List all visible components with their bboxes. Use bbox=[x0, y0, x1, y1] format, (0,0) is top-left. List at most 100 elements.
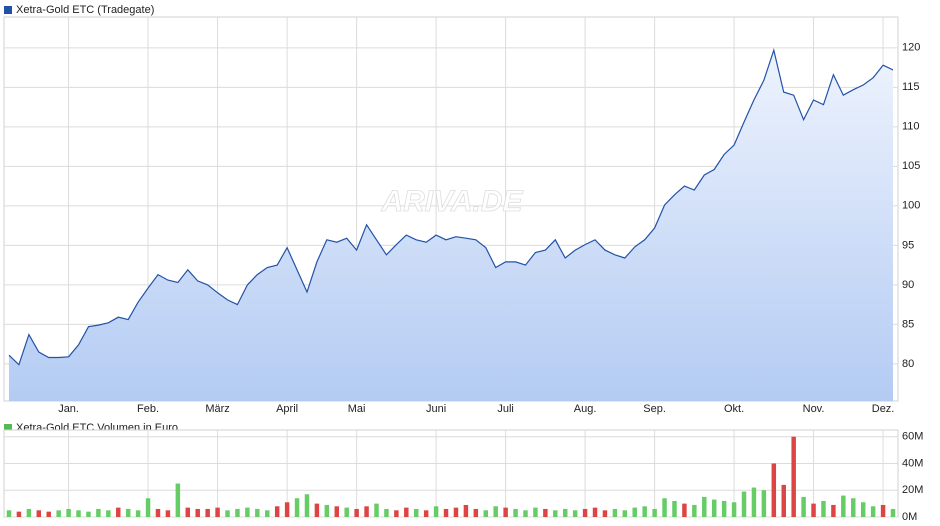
volume-bar bbox=[731, 502, 737, 517]
volume-bar bbox=[155, 508, 161, 517]
volume-bar bbox=[354, 508, 359, 517]
y-tick-label: 95 bbox=[902, 239, 914, 251]
volume-bar bbox=[215, 507, 220, 517]
plot-frame bbox=[3, 429, 899, 518]
x-tick-label: Dez. bbox=[872, 403, 895, 415]
volume-bar bbox=[890, 508, 896, 517]
x-tick-label: Juni bbox=[426, 403, 446, 415]
volume-bar bbox=[374, 503, 379, 517]
y-tick-label: 85 bbox=[902, 318, 914, 330]
volume-bar bbox=[294, 498, 300, 517]
volume-bar bbox=[453, 507, 459, 517]
x-tick-label: Jan. bbox=[58, 403, 79, 415]
volume-bar bbox=[682, 503, 687, 517]
y-tick-label: 80 bbox=[902, 358, 914, 370]
x-tick-label: Aug. bbox=[574, 403, 597, 415]
watermark: ARIVA.DE bbox=[380, 185, 523, 218]
volume-bar bbox=[841, 495, 846, 517]
volume-bar bbox=[851, 498, 856, 517]
legend-swatch bbox=[4, 424, 12, 432]
volume-bar bbox=[175, 483, 181, 517]
volume-bar bbox=[404, 507, 409, 517]
x-tick-label: Nov. bbox=[803, 403, 825, 415]
volume-bar bbox=[195, 508, 200, 517]
volume-bar bbox=[36, 510, 42, 517]
volume-bar bbox=[503, 507, 508, 517]
volume-bar bbox=[165, 510, 171, 517]
volume-bar bbox=[880, 504, 886, 517]
volume-bar bbox=[56, 510, 61, 517]
volume-bar bbox=[394, 510, 399, 517]
volume-bar bbox=[632, 507, 637, 517]
volume-bar bbox=[493, 506, 498, 517]
price-line bbox=[8, 47, 894, 366]
x-tick-label: Juli bbox=[497, 403, 514, 415]
x-tick-label: April bbox=[276, 403, 298, 415]
volume-bar bbox=[870, 506, 876, 517]
volume-bar bbox=[811, 503, 816, 517]
volume-bar bbox=[106, 510, 111, 517]
volume-bar bbox=[46, 511, 51, 517]
volume-bar bbox=[473, 508, 479, 517]
volume-bar bbox=[414, 508, 419, 517]
y-tick-label: 105 bbox=[902, 160, 920, 172]
volume-bar bbox=[483, 510, 488, 517]
volume-bar bbox=[791, 436, 796, 517]
volume-bar bbox=[135, 510, 141, 517]
volume-bar bbox=[304, 494, 310, 517]
y-tick-label: 60M bbox=[902, 431, 923, 443]
volume-bar bbox=[26, 508, 32, 517]
volume-bar bbox=[364, 506, 369, 517]
volume-bar bbox=[513, 508, 518, 517]
y-tick-label: 115 bbox=[902, 81, 920, 93]
volume-bar bbox=[652, 508, 657, 517]
volume-bar bbox=[543, 508, 548, 517]
volume-bar bbox=[255, 508, 260, 517]
volume-bar bbox=[116, 507, 121, 517]
volume-bar bbox=[334, 506, 340, 517]
volume-bar bbox=[751, 487, 757, 517]
volume-bar bbox=[125, 508, 131, 517]
volume-bar bbox=[284, 502, 290, 517]
volume-bar bbox=[831, 504, 836, 517]
x-tick-label: März bbox=[205, 403, 229, 415]
volume-bar bbox=[672, 500, 677, 517]
y-tick-label: 40M bbox=[902, 457, 923, 469]
volume-bar bbox=[344, 507, 349, 517]
volume-bar bbox=[721, 500, 727, 517]
volume-bar bbox=[553, 510, 558, 517]
volume-bar bbox=[781, 484, 786, 517]
volume-bar bbox=[265, 510, 270, 517]
y-tick-label: 20M bbox=[902, 484, 923, 496]
volume-bar bbox=[96, 508, 101, 517]
volume-bar bbox=[761, 490, 767, 517]
volume-bar bbox=[384, 508, 389, 517]
volume-bar bbox=[592, 507, 598, 517]
volume-bar bbox=[821, 500, 826, 517]
y-tick-label: 90 bbox=[902, 279, 914, 291]
volume-bar bbox=[314, 503, 320, 517]
volume-bar bbox=[622, 510, 628, 517]
area-fill bbox=[9, 50, 893, 401]
volume-bar bbox=[642, 506, 647, 517]
volume-bar bbox=[225, 510, 230, 517]
volume-bar bbox=[205, 508, 210, 517]
volume-bar bbox=[711, 499, 717, 517]
volume-bar bbox=[582, 508, 588, 517]
volume-bar bbox=[533, 507, 538, 517]
y-tick-label: 110 bbox=[902, 121, 920, 133]
volume-bar bbox=[185, 507, 191, 517]
volume-bar bbox=[443, 508, 449, 517]
volume-bar bbox=[612, 508, 618, 517]
volume-bar bbox=[602, 510, 608, 517]
volume-bar bbox=[860, 502, 866, 517]
volume-bar bbox=[433, 506, 439, 517]
volume-bar bbox=[6, 510, 12, 517]
volume-bar bbox=[66, 508, 71, 517]
x-tick-label: Okt. bbox=[724, 403, 744, 415]
volume-bar bbox=[692, 504, 697, 517]
volume-bar bbox=[145, 498, 151, 517]
volume-bar bbox=[771, 463, 777, 517]
volume-bar bbox=[741, 491, 747, 517]
volume-bar bbox=[523, 510, 528, 517]
